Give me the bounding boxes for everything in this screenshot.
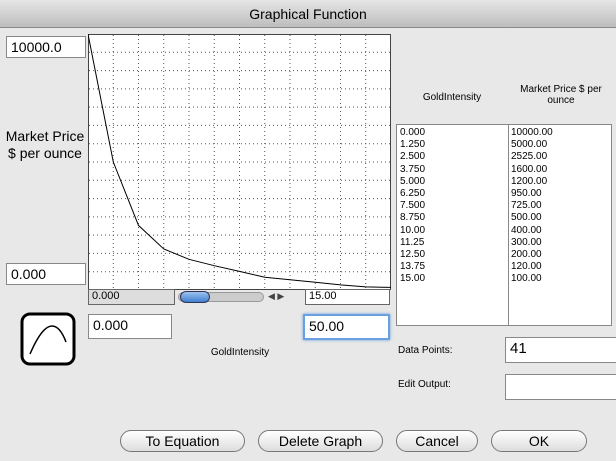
table-cell[interactable]: 6.250	[400, 188, 426, 199]
data-points-label: Data Points:	[398, 345, 453, 356]
table-cell[interactable]: 10000.00	[511, 127, 553, 138]
table-cell[interactable]: 2525.00	[511, 151, 548, 163]
x-max-label: 15.00	[305, 289, 390, 305]
table-cell[interactable]: 10.00	[400, 224, 426, 236]
edit-output-label: Edit Output:	[398, 379, 451, 390]
table-cell[interactable]: 1200.00	[511, 175, 548, 187]
table-cell[interactable]: 5000.00	[511, 139, 548, 151]
table-cell[interactable]: 8.750	[400, 212, 426, 224]
slider-track	[178, 292, 264, 302]
table-cell[interactable]: 950.00	[511, 188, 542, 199]
table-cell[interactable]: 12.50	[400, 249, 426, 260]
column-divider	[508, 125, 509, 325]
title-bar: Graphical Function	[0, 0, 616, 28]
table-cell[interactable]: 11.25	[400, 236, 425, 248]
x-label: GoldIntensity	[210, 347, 270, 358]
function-curve	[88, 34, 391, 288]
table-cell[interactable]: 13.75	[400, 261, 426, 273]
table-cell[interactable]: 300.00	[511, 236, 542, 248]
table-header: Market Price $ per ounce	[520, 84, 602, 106]
stepper-arrows[interactable]: ◀ ▶	[268, 291, 285, 301]
edit-output-field[interactable]	[505, 374, 616, 400]
table-cell[interactable]: 1.250	[400, 139, 426, 151]
table-cell[interactable]: 3.750	[400, 163, 426, 175]
table-cell[interactable]: 7.500	[400, 200, 426, 212]
to-equation-button[interactable]: To Equation	[120, 430, 245, 452]
table-cell[interactable]: 400.00	[511, 224, 542, 236]
graph[interactable]	[88, 34, 391, 290]
x-min-label: 0.000	[88, 289, 175, 305]
y-label: Market Price $ per ounce	[5, 128, 85, 161]
table-cell[interactable]: 200.00	[511, 249, 542, 260]
table-cell[interactable]: 15.00	[400, 273, 426, 285]
table-cell[interactable]: 725.00	[511, 200, 542, 212]
table-cell[interactable]: 1600.00	[511, 163, 548, 175]
table-cell[interactable]: 0.000	[400, 127, 426, 138]
cancel-button[interactable]: Cancel	[396, 430, 478, 452]
y-min-field[interactable]: 0.000	[6, 263, 86, 285]
input-min-field[interactable]: 0.000	[88, 314, 172, 339]
delete-graph-button[interactable]: Delete Graph	[258, 430, 383, 452]
y-max-field[interactable]: 10000.0	[6, 36, 86, 58]
table-cell[interactable]: 120.00	[511, 261, 542, 273]
table[interactable]: 0.000 10000.00 1.250 5000.00 2.500 2525.00 3.7…	[396, 124, 612, 326]
graph-type-icon[interactable]	[20, 312, 76, 366]
table-cell[interactable]: 500.00	[511, 212, 542, 224]
table-cell[interactable]: 100.00	[511, 273, 542, 285]
slider[interactable]: ◀ ▶	[178, 291, 302, 303]
window-title: Graphical Function	[249, 6, 367, 22]
slider-thumb[interactable]	[180, 291, 210, 303]
table-cell[interactable]: 5.000	[400, 175, 426, 187]
input-max-field[interactable]: 50.00	[303, 314, 390, 340]
ok-button[interactable]: OK	[491, 430, 587, 452]
table-cell[interactable]: 2.500	[400, 151, 426, 163]
table-header: GoldIntensity	[422, 92, 482, 103]
data-points-field[interactable]: 41	[505, 337, 616, 363]
